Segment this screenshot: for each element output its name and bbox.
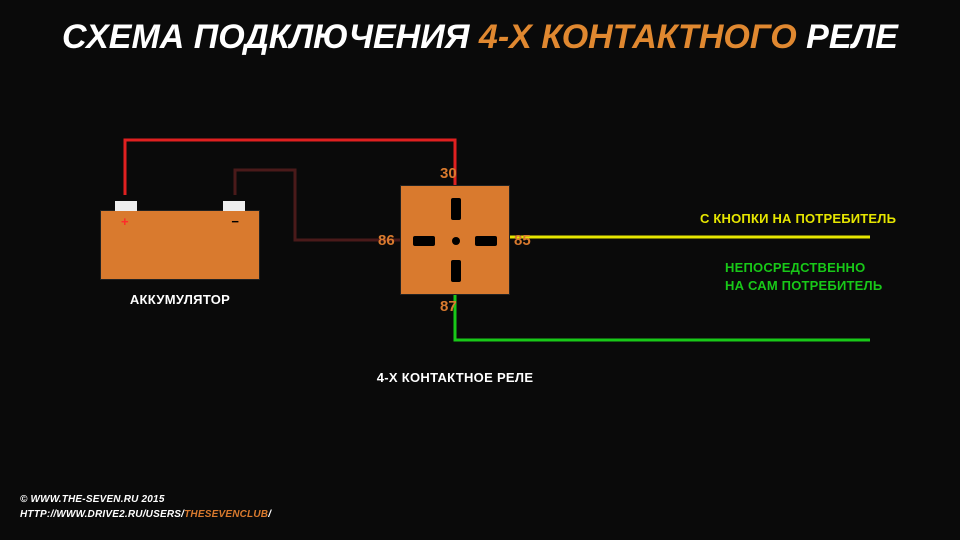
footer-credits: © WWW.THE-SEVEN.RU 2015 HTTP://WWW.DRIVE…	[20, 492, 271, 522]
footer-user-link[interactable]: THESEVENCLUB	[184, 509, 268, 520]
wire-load	[455, 295, 870, 340]
relay-center-dot	[452, 237, 460, 245]
battery-caption: АККУМУЛЯТОР	[100, 292, 260, 307]
load-wire-line1: НЕПОСРЕДСТВЕННО	[725, 260, 865, 275]
pin-label-85: 85	[514, 232, 531, 249]
battery-terminal-positive	[115, 201, 137, 211]
relay-pin-86	[413, 236, 435, 246]
title-part2: РЕЛЕ	[797, 18, 898, 56]
switch-wire-text: С КНОПКИ НА ПОТРЕБИТЕЛЬ	[700, 211, 896, 226]
footer-copyright: © WWW.THE-SEVEN.RU 2015	[20, 494, 165, 505]
battery-minus-sign: −	[231, 214, 239, 229]
pin-label-86: 86	[378, 232, 395, 249]
relay-caption: 4-Х КОНТАКТНОЕ РЕЛЕ	[370, 370, 540, 385]
relay-pin-30	[451, 198, 461, 220]
switch-wire-label: С КНОПКИ НА ПОТРЕБИТЕЛЬ	[700, 210, 896, 228]
relay-pin-85	[475, 236, 497, 246]
title-part1: СХЕМА ПОДКЛЮЧЕНИЯ	[62, 18, 479, 56]
footer-url-prefix: HTTP://WWW.DRIVE2.RU/USERS/	[20, 509, 184, 520]
relay	[400, 185, 510, 295]
diagram-stage: + − 30 86 85 87 АККУМУЛЯТОР 4-Х КОНТАКТН…	[0, 70, 960, 490]
pin-label-87: 87	[440, 298, 457, 315]
relay-pin-87	[451, 260, 461, 282]
diagram-title: СХЕМА ПОДКЛЮЧЕНИЯ 4-Х КОНТАКТНОГО РЕЛЕ	[0, 18, 960, 57]
footer-url-suffix: /	[268, 509, 271, 520]
load-wire-line2: НА САМ ПОТРЕБИТЕЛЬ	[725, 278, 882, 293]
title-accent: 4-Х КОНТАКТНОГО	[479, 18, 797, 56]
battery-plus-sign: +	[121, 214, 129, 229]
pin-label-30: 30	[440, 165, 457, 182]
load-wire-label: НЕПОСРЕДСТВЕННО НА САМ ПОТРЕБИТЕЛЬ	[725, 259, 882, 294]
battery-terminal-negative	[223, 201, 245, 211]
battery: + −	[100, 210, 260, 280]
